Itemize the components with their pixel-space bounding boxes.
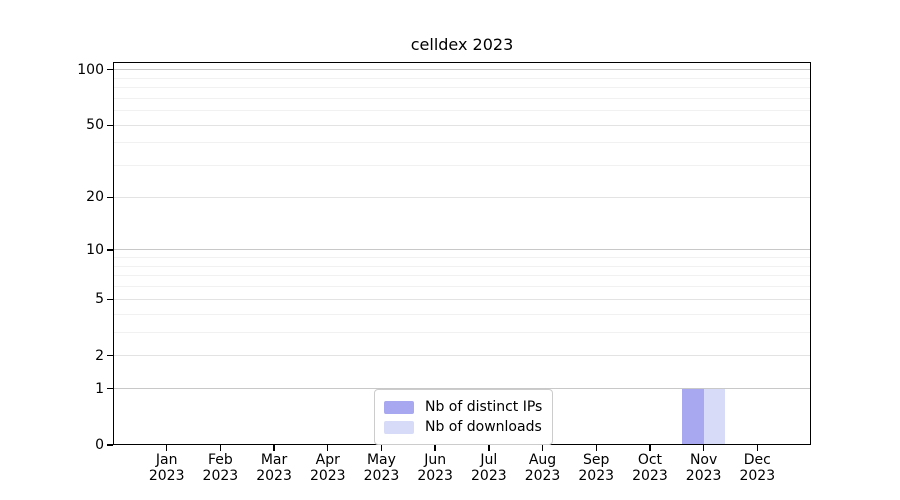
gridline-minor xyxy=(113,87,811,89)
x-tick xyxy=(756,445,758,451)
legend-label-distinct-ips: Nb of distinct IPs xyxy=(425,399,543,415)
legend-label-downloads: Nb of downloads xyxy=(425,419,542,435)
y-tick xyxy=(107,387,113,390)
gridline-minor xyxy=(113,331,811,333)
y-tick-label: 10 xyxy=(86,241,104,258)
x-tick-label: Oct 2023 xyxy=(632,452,668,484)
y-tick xyxy=(107,124,113,126)
y-tick-label: 2 xyxy=(95,347,104,364)
gridline-minor xyxy=(113,97,811,99)
x-tick-label: Sep 2023 xyxy=(578,452,615,484)
gridline-50 xyxy=(113,124,811,126)
legend-swatch-distinct-ips xyxy=(384,400,414,414)
x-tick xyxy=(541,445,544,451)
gridline-minor xyxy=(113,257,811,259)
chart-title: celldex 2023 xyxy=(410,35,514,54)
gridline-minor xyxy=(113,110,811,112)
x-tick xyxy=(488,445,490,451)
y-tick xyxy=(107,354,113,357)
y-tick xyxy=(107,196,113,199)
legend-item-downloads: Nb of downloads xyxy=(384,418,542,436)
gridline-minor xyxy=(113,265,811,267)
x-tick xyxy=(702,445,705,451)
legend-swatch-downloads xyxy=(384,420,414,434)
y-tick-label: 5 xyxy=(95,291,104,308)
y-tick-label: 0 xyxy=(95,437,104,453)
x-tick-label: May 2023 xyxy=(363,452,400,484)
legend: Nb of distinct IPs Nb of downloads xyxy=(374,389,554,445)
x-tick xyxy=(649,445,651,451)
x-tick-label: Jun 2023 xyxy=(417,452,453,484)
y-tick-label: 50 xyxy=(86,117,104,134)
gridline-minor xyxy=(113,275,811,277)
y-tick xyxy=(107,298,113,300)
y-tick xyxy=(107,444,113,446)
gridline-minor xyxy=(113,142,811,144)
gridline-10 xyxy=(113,249,811,251)
gridline-minor xyxy=(113,313,811,315)
x-tick xyxy=(595,445,597,451)
y-tick-label: 1 xyxy=(95,380,104,397)
legend-item-distinct-ips: Nb of distinct IPs xyxy=(384,398,542,416)
y-tick xyxy=(107,68,113,71)
x-tick-label: Aug 2023 xyxy=(524,452,561,484)
y-tick-label: 20 xyxy=(86,189,104,206)
x-tick xyxy=(165,445,168,451)
x-tick-label: Jan 2023 xyxy=(148,452,185,484)
x-tick xyxy=(327,445,329,451)
gridline-2 xyxy=(113,355,811,357)
gridline-minor xyxy=(113,286,811,288)
x-tick-label: Dec 2023 xyxy=(739,452,776,484)
x-tick xyxy=(273,445,275,451)
gridline-minor xyxy=(113,165,811,167)
x-tick-label: Nov 2023 xyxy=(685,452,722,484)
bar-nb-of-downloads xyxy=(703,388,726,445)
gridline-1 xyxy=(113,388,811,390)
y-tick-label: 100 xyxy=(77,61,104,78)
x-tick xyxy=(434,445,436,451)
x-tick xyxy=(219,445,222,451)
gridline-5 xyxy=(113,298,811,300)
gridline-minor xyxy=(113,77,811,79)
x-tick-label: Apr 2023 xyxy=(309,452,346,484)
bar-nb-of-distinct-ips xyxy=(682,388,704,445)
gridline-100 xyxy=(113,69,811,71)
y-tick xyxy=(107,249,113,251)
gridline-20 xyxy=(113,196,811,198)
x-tick-label: Jul 2023 xyxy=(471,452,507,484)
x-tick-label: Mar 2023 xyxy=(256,452,292,484)
x-tick xyxy=(380,445,383,451)
x-tick-label: Feb 2023 xyxy=(202,452,239,484)
